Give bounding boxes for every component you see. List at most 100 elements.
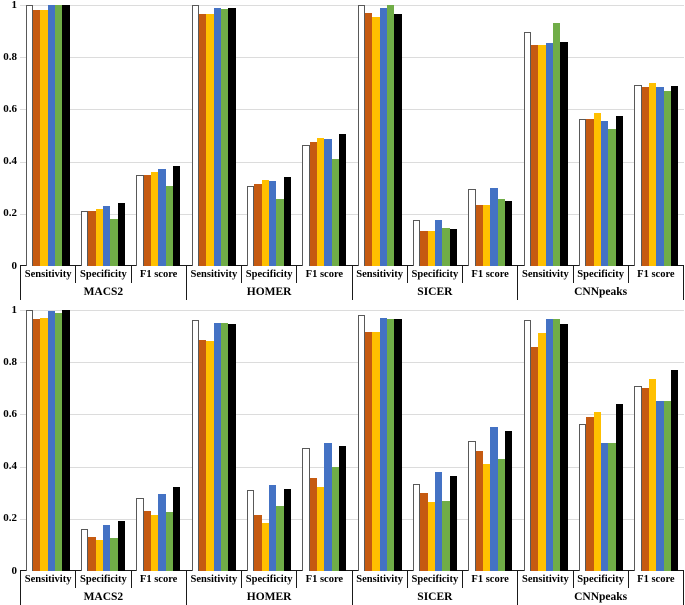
bar-black-SICER-F1 score	[504, 200, 513, 266]
metric-label-HOMER-F1 score: F1 score	[297, 571, 353, 588]
bar-black-HOMER-F1 score	[338, 445, 347, 571]
gridline-y-0.4	[20, 161, 684, 163]
bar-orange-MACS2-Specificity	[88, 537, 96, 571]
bar-blue-MACS2-Sensitivity	[47, 5, 55, 266]
bar-green-SICER-Specificity	[442, 228, 450, 266]
metric-label-HOMER-Specificity: Specificity	[242, 266, 298, 283]
bar-orange-SICER-Sensitivity	[365, 332, 373, 571]
bar-green-CNNpeaks-F1 score	[663, 401, 671, 571]
group-label-HOMER: HOMER	[187, 283, 353, 300]
bar-yellow-SICER-Specificity	[427, 501, 435, 571]
bar-black-MACS2-Specificity	[117, 521, 125, 571]
bar-green-MACS2-Specificity	[110, 219, 118, 266]
bar-green-MACS2-Sensitivity	[54, 5, 63, 266]
metric-label-SICER-Specificity: Specificity	[408, 266, 463, 283]
bar-green-HOMER-F1 score	[331, 158, 339, 266]
bar-yellow-SICER-Sensitivity	[372, 16, 380, 266]
bar-black-MACS2-Sensitivity	[62, 5, 70, 266]
metric-label-row: Sensitivity Specificity F1 score Sensitivit…	[20, 571, 684, 588]
metric-label-CNNpeaks-Sensitivity: Sensitivity	[518, 571, 574, 588]
metric-label-SICER-Sensitivity: Sensitivity	[353, 571, 408, 588]
bar-orange-CNNpeaks-Sensitivity	[531, 45, 539, 266]
bar-green-MACS2-F1 score	[165, 512, 173, 571]
bar-blue-MACS2-F1 score	[158, 494, 166, 571]
y-tick-label: 0	[11, 564, 18, 577]
metric-label-CNNpeaks-Sensitivity: Sensitivity	[518, 266, 574, 283]
bar-black-CNNpeaks-Specificity	[615, 115, 623, 266]
bar-white-SICER-Sensitivity	[357, 5, 366, 266]
y-tick-label: 0.2	[3, 207, 17, 220]
gridline-y-0.4	[20, 466, 684, 468]
metric-label-MACS2-Sensitivity: Sensitivity	[20, 571, 77, 588]
bar-yellow-HOMER-Sensitivity	[206, 341, 214, 571]
bar-blue-CNNpeaks-Specificity	[601, 121, 609, 266]
y-tick-label: 0.8	[3, 355, 17, 368]
bar-orange-SICER-Sensitivity	[365, 12, 373, 266]
bar-white-HOMER-F1 score	[302, 144, 310, 266]
bar-orange-MACS2-F1 score	[143, 174, 152, 266]
bar-orange-SICER-F1 score	[475, 450, 484, 571]
bar-blue-MACS2-F1 score	[158, 169, 166, 266]
bar-black-MACS2-F1 score	[172, 165, 181, 266]
bar-yellow-HOMER-Specificity	[261, 179, 269, 266]
bar-black-CNNpeaks-Sensitivity	[560, 324, 568, 571]
bar-green-SICER-Sensitivity	[386, 319, 395, 571]
group-label-HOMER: HOMER	[187, 588, 353, 605]
y-tick-label: 1	[11, 303, 18, 316]
y-tick-label: 0.4	[3, 460, 17, 473]
gridline-y-0.6	[20, 109, 684, 111]
bar-orange-SICER-Specificity	[420, 230, 428, 266]
bar-white-HOMER-Specificity	[247, 186, 255, 266]
bar-white-SICER-F1 score	[468, 189, 476, 266]
group-label-row: MACS2 HOMER SICER CNNpeaks	[20, 283, 684, 300]
metric-label-CNNpeaks-Specificity: Specificity	[574, 571, 629, 588]
group-label-MACS2: MACS2	[20, 588, 187, 605]
bar-blue-HOMER-Specificity	[269, 181, 277, 266]
bar-blue-CNNpeaks-Sensitivity	[545, 42, 553, 266]
bar-white-SICER-Specificity	[413, 220, 421, 266]
bar-white-CNNpeaks-F1 score	[634, 84, 642, 266]
group-label-row: MACS2 HOMER SICER CNNpeaks	[20, 588, 684, 605]
bar-orange-MACS2-Sensitivity	[33, 319, 41, 571]
bar-blue-HOMER-F1 score	[324, 139, 332, 266]
y-tick-label: 0.6	[3, 102, 17, 115]
y-tick-label: 1	[11, 0, 18, 11]
bar-green-SICER-Sensitivity	[386, 5, 395, 266]
bar-white-SICER-Sensitivity	[357, 315, 366, 571]
bar-blue-HOMER-Sensitivity	[213, 7, 221, 266]
bar-green-HOMER-Sensitivity	[220, 8, 229, 266]
bar-orange-HOMER-Sensitivity	[199, 14, 207, 266]
bar-yellow-CNNpeaks-Sensitivity	[538, 333, 546, 571]
bar-blue-SICER-Specificity	[435, 471, 443, 571]
bar-blue-MACS2-Specificity	[103, 205, 111, 266]
bar-white-SICER-Specificity	[413, 483, 421, 571]
metric-label-HOMER-F1 score: F1 score	[297, 266, 353, 283]
bar-blue-MACS2-Sensitivity	[47, 311, 55, 571]
bar-yellow-HOMER-F1 score	[317, 487, 325, 571]
bar-blue-SICER-Specificity	[435, 220, 443, 266]
bar-orange-HOMER-Specificity	[254, 514, 262, 571]
bar-green-HOMER-Specificity	[276, 199, 284, 266]
metric-label-SICER-Specificity: Specificity	[408, 571, 463, 588]
bar-green-SICER-F1 score	[497, 199, 505, 266]
bar-yellow-HOMER-Specificity	[261, 522, 269, 571]
bar-orange-HOMER-Specificity	[254, 183, 262, 266]
metric-label-MACS2-Sensitivity: Sensitivity	[20, 266, 77, 283]
bar-yellow-MACS2-Specificity	[95, 539, 103, 571]
group-label-SICER: SICER	[353, 283, 519, 300]
bar-green-SICER-F1 score	[497, 458, 505, 571]
bar-yellow-CNNpeaks-F1 score	[649, 379, 657, 571]
bar-white-HOMER-Specificity	[247, 490, 255, 571]
bar-orange-MACS2-Specificity	[88, 211, 96, 266]
bar-yellow-MACS2-Sensitivity	[40, 10, 48, 266]
bar-yellow-HOMER-Sensitivity	[206, 14, 214, 266]
gridline-y-1	[20, 5, 684, 6]
bar-white-CNNpeaks-Sensitivity	[523, 320, 532, 571]
bar-blue-CNNpeaks-Specificity	[601, 443, 609, 571]
bar-blue-SICER-Sensitivity	[379, 7, 387, 266]
bar-yellow-CNNpeaks-Specificity	[593, 113, 601, 266]
gridline-y-0.2	[20, 518, 684, 520]
bar-green-CNNpeaks-Specificity	[608, 128, 616, 266]
bar-white-MACS2-Specificity	[81, 211, 89, 266]
